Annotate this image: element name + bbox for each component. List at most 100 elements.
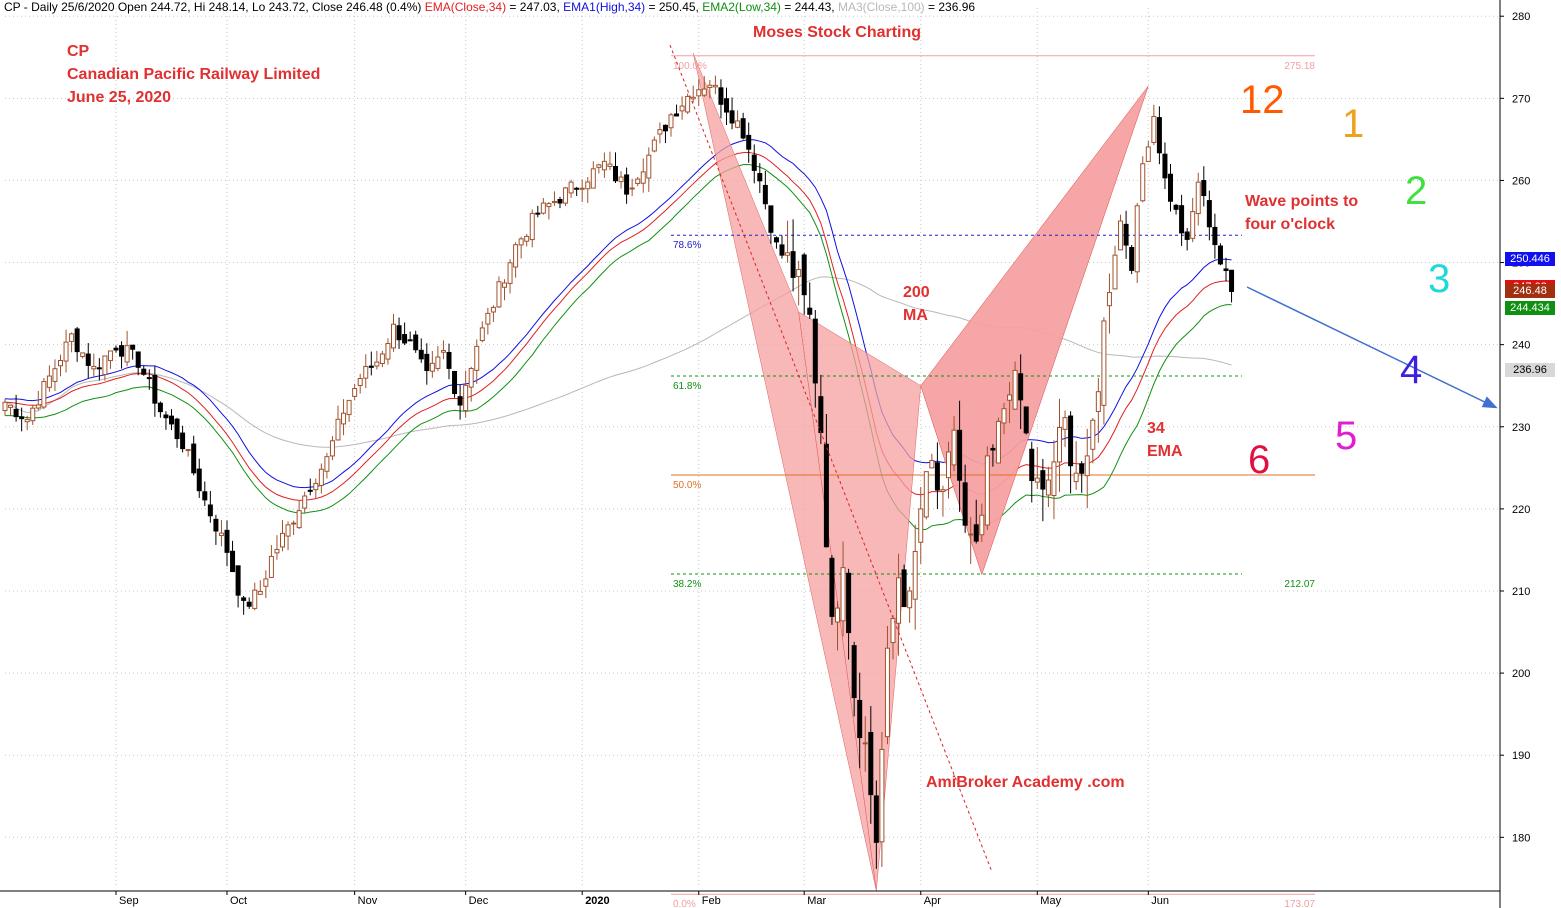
y-tick-label: 280 [1512, 11, 1530, 23]
candle-body [1173, 204, 1179, 210]
candle-body [463, 384, 469, 412]
candle-body [513, 244, 519, 268]
candle-body [196, 468, 202, 492]
date-label: June 25, 2020 [67, 89, 172, 106]
candle-body [1112, 254, 1118, 290]
candle-body [1140, 163, 1146, 202]
x-tick-label: May [1040, 895, 1061, 907]
candle-body [324, 456, 330, 472]
candle-body [418, 349, 424, 360]
candle-body [757, 173, 763, 182]
candle-body [735, 120, 741, 128]
candle-body [929, 460, 935, 469]
candle-body [851, 645, 857, 699]
x-tick-label: Nov [358, 895, 378, 907]
candle-body [135, 351, 141, 368]
candle-body [679, 105, 685, 112]
candle-body [252, 589, 258, 609]
candle-body [984, 455, 990, 526]
candle-body [1084, 455, 1090, 477]
candle-body [102, 355, 108, 376]
candle-body [1190, 211, 1196, 239]
candle-body [496, 281, 502, 308]
candle-body [502, 282, 507, 288]
y-tick-label: 200 [1512, 668, 1530, 680]
header-title: CP - Daily 25/6/2020 Open 244.72, Hi 248… [4, 0, 422, 14]
candle-body [1040, 470, 1046, 490]
candle-body [80, 352, 86, 357]
candle-body [2, 401, 8, 411]
candle-body [1151, 116, 1157, 143]
candle-body [923, 471, 929, 518]
candle-body [479, 327, 485, 342]
candle-body [113, 347, 119, 351]
candle-body [646, 154, 652, 179]
candle-body [801, 254, 807, 296]
candle-body [835, 607, 840, 623]
candle-body [180, 432, 186, 450]
fib-label: 100.0% [673, 61, 707, 72]
candle-body [724, 98, 729, 113]
ma200-label: 200 MA [903, 284, 930, 324]
candle-body [263, 578, 269, 587]
candle-body [413, 334, 419, 351]
candle-body [157, 402, 163, 413]
candle-body [213, 518, 219, 532]
trend-line [669, 44, 993, 873]
candle-body [1201, 180, 1207, 197]
ema2-label: EMA2(Low,34) [702, 0, 781, 14]
candle-body [46, 375, 52, 388]
candle-body [313, 482, 319, 491]
candle-body [1145, 146, 1151, 162]
candle-body [651, 139, 657, 152]
candle-body [274, 548, 280, 554]
company-label: Canadian Pacific Railway Limited [67, 66, 321, 83]
candle-body [241, 597, 247, 601]
candle-body [379, 353, 385, 364]
candle-body [823, 443, 829, 548]
candle-body [718, 87, 724, 105]
candle-body [230, 550, 236, 573]
candle-body [30, 407, 36, 422]
candle-body [191, 443, 197, 474]
trend-lines [669, 44, 1498, 873]
x-tick-label: Dec [469, 895, 489, 907]
candle-body [141, 368, 147, 375]
candle-body [796, 269, 802, 277]
candle-body [1168, 173, 1173, 202]
fib-price-label: 212.07 [1284, 579, 1315, 590]
candle-body [529, 212, 535, 241]
candle-body [973, 524, 979, 542]
candle-body [52, 368, 58, 382]
wave-note: Wave points to four o'clock [1245, 193, 1359, 233]
x-tick-label: 2020 [585, 895, 609, 907]
candle-body [207, 504, 213, 517]
candle-body [429, 362, 435, 372]
candle-body [424, 353, 430, 371]
candle-body [402, 334, 408, 344]
candle-body [1007, 394, 1013, 401]
candle-body [85, 353, 91, 366]
candle-body [218, 532, 224, 536]
candle-body [518, 238, 524, 246]
clock-number-3: 3 [1428, 257, 1451, 301]
candle-body [907, 590, 913, 609]
y-tick-label: 260 [1512, 175, 1530, 187]
candle-body [812, 318, 818, 384]
candle-body [563, 187, 569, 204]
ema-low-line [4, 163, 1232, 531]
candle-body [685, 95, 691, 113]
candle-body [962, 482, 968, 526]
candle-body [63, 341, 69, 362]
candle-body [1206, 200, 1212, 228]
candle-body [13, 408, 19, 418]
candle-body [74, 328, 80, 353]
candle-body [341, 412, 347, 425]
candle-body [490, 306, 496, 313]
tag-ma100: 236.96 [1505, 362, 1555, 377]
candle-body [668, 114, 674, 129]
candle-body [624, 174, 630, 195]
y-tick-label: 180 [1512, 832, 1530, 844]
